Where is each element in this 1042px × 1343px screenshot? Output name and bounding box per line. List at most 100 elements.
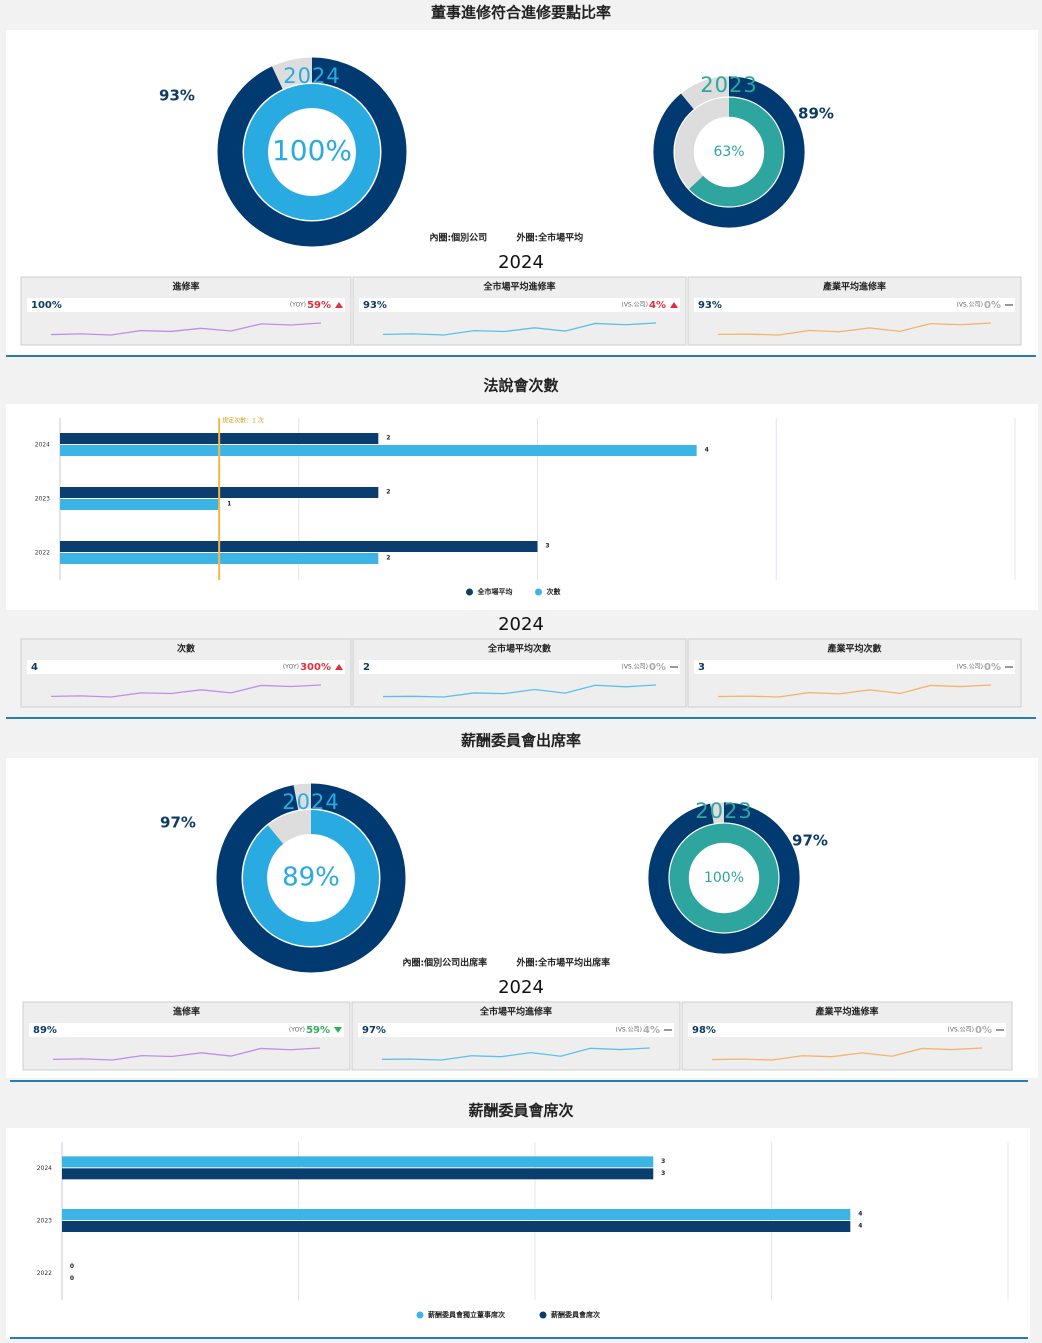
kpi-change: 300% [300,662,331,673]
kpi-value: 89% [33,1025,57,1036]
kpi-compare: (VS.公司) [621,302,648,309]
kpi-label: 進修率 [172,281,199,293]
trend-arrow [670,302,678,308]
kpi-value: 4 [31,662,38,673]
kpi-label: 產業平均次數 [826,643,882,655]
kpi-value-row [29,1023,344,1037]
kpi-change: 0% [649,662,666,673]
kpi-label: 進修率 [173,1006,200,1018]
kpi-value-row [359,660,680,674]
bar [60,499,220,510]
inner-value: 100% [272,134,352,167]
kpi-compare: (YOY) [283,664,299,671]
kpi-value-row [359,298,680,312]
legend-label: 內圈:個別公司出席率 [403,957,488,969]
bar [62,1221,851,1232]
legend-label: 外圈:全市場平均 [516,232,584,244]
sparkline [50,684,322,698]
outer-value: 97% [160,814,196,832]
legend-label: 外圈:全市場平均出席率 [516,957,611,969]
bar-value-label: 4 [705,447,709,454]
section-title: 薪酬委員會出席率 [461,732,581,750]
ring-arc [653,76,805,228]
y-tick-label: 2022 [37,1270,52,1277]
kpi-change: 0% [984,662,1001,673]
sparkline [717,684,992,698]
bar [60,541,538,552]
y-tick-label: 2022 [35,550,50,557]
bar [62,1156,654,1168]
bar-value-label: 4 [858,1223,862,1230]
kpi-value: 93% [698,300,722,311]
kpi-value: 97% [362,1025,386,1036]
inner-value: 63% [713,144,744,160]
legend-swatch [539,1311,547,1319]
kpi-change: 4% [643,1025,660,1036]
y-tick-label: 2023 [37,1218,52,1225]
inner-value: 100% [704,870,744,886]
sparkline [717,322,992,336]
ring-arc [243,810,379,946]
legend-swatch [466,588,473,596]
y-tick-label: 2024 [35,442,50,449]
ring-arc [648,802,800,954]
trend-arrow [335,302,343,308]
ring-arc [217,57,407,247]
kpi-label: 產業平均進修率 [822,281,886,293]
kpi-year: 2024 [498,977,544,998]
kpi-value-row [27,660,345,674]
kpi-value: 2 [363,662,370,673]
outer-value: 93% [159,87,195,105]
ring-arc [216,783,406,973]
bar-value-label: 3 [545,543,549,550]
legend-swatch [535,588,542,596]
sparkline [381,1047,651,1061]
kpi-year: 2024 [498,252,544,273]
bar-value-label: 3 [661,1170,665,1177]
kpi-compare: (YOY) [290,302,306,309]
kpi-compare: (YOY) [289,1027,305,1034]
bar-value-label: 2 [386,555,390,562]
trend-arrow [334,1027,342,1033]
kpi-change: 0% [975,1025,992,1036]
legend-label: 內圈:個別公司 [430,232,488,244]
bar-value-label: 3 [661,1158,665,1165]
kpi-compare: (VS.公司) [956,664,983,671]
y-tick-label: 2024 [37,1165,52,1172]
legend-label: 薪酬委員會獨立董事席次 [428,1310,505,1319]
donut-year: 2023 [700,73,757,97]
kpi-value-row [688,1023,1006,1037]
kpi-change: 59% [306,1025,330,1036]
kpi-value-row [694,660,1015,674]
bar-value-label: 1 [227,501,231,508]
kpi-value-row [358,1023,674,1037]
kpi-compare: (VS.公司) [947,1027,974,1034]
kpi-value-row [27,298,345,312]
sparkline [382,322,657,336]
outer-value: 89% [798,105,834,123]
kpi-value: 3 [698,662,705,673]
kpi-label: 產業平均進修率 [814,1006,878,1018]
donut-year: 2024 [282,790,339,814]
kpi-label: 次數 [177,643,196,655]
bar-value-label: 2 [386,489,390,496]
kpi-value: 93% [363,300,387,311]
bar-value-label: 2 [386,435,390,442]
trend-arrow [335,664,343,670]
ring-arc [244,84,380,220]
kpi-change: 59% [307,300,331,311]
kpi-change: 0% [984,300,1001,311]
kpi-value-row [694,298,1015,312]
kpi-label: 全市場平均進修率 [482,281,555,293]
section-title: 薪酬委員會席次 [468,1102,573,1120]
legend-label: 薪酬委員會席次 [551,1310,600,1319]
kpi-value: 98% [692,1025,716,1036]
reference-label: 規定次數：1 次 [222,417,264,425]
section-title: 法說會次數 [483,377,558,395]
bar-value-label: 4 [858,1211,862,1218]
bar [62,1209,851,1220]
bar-value-label: 0 [70,1275,74,1282]
bar-value-label: 0 [70,1263,74,1270]
outer-value: 97% [792,832,828,850]
